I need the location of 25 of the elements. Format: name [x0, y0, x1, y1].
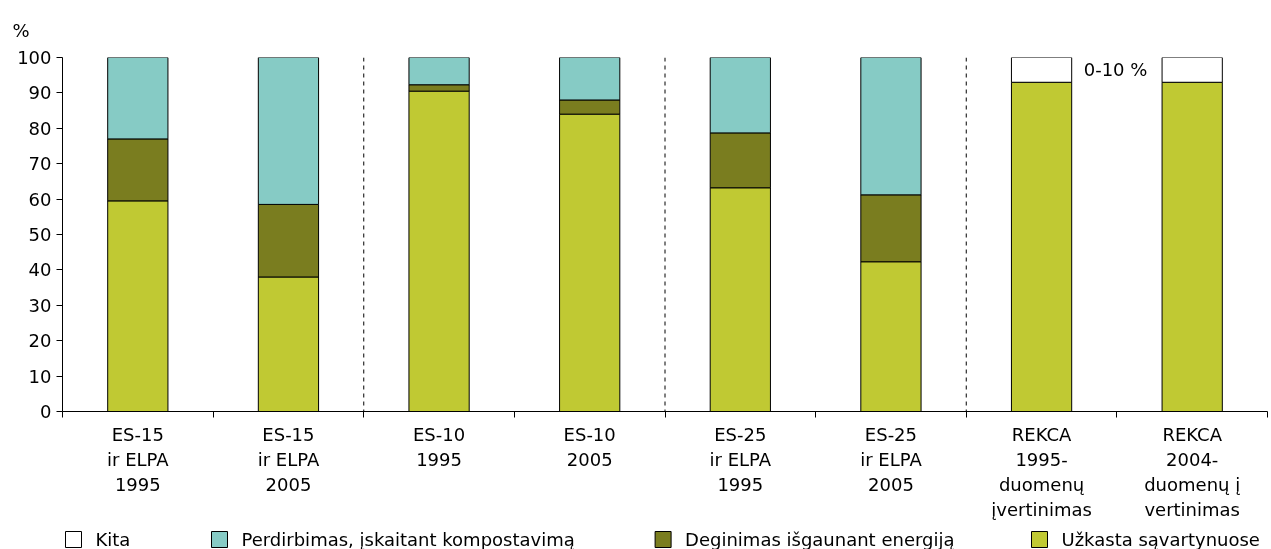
x-tick-label: ES-10 1995 — [412, 423, 466, 470]
y-tick-label: 100 — [17, 47, 52, 68]
y-tick-label: 80 — [28, 117, 52, 139]
y-tick-label: 0 — [40, 401, 52, 422]
x-tick-label: ES-15 ir ELPA 2005 — [257, 423, 320, 495]
y-tick-label: 20 — [28, 330, 52, 352]
x-tick-label: ES-25 ir ELPA 2005 — [860, 423, 923, 495]
y-tick-label: 50 — [28, 224, 52, 245]
y-axis-title: % — [12, 19, 30, 41]
y-tick-label: 90 — [28, 82, 52, 104]
legend-label: Perdirbimas, įskaitant kompostavimą — [241, 529, 575, 549]
y-tick-label: 30 — [28, 294, 52, 316]
legend-label: Kita — [95, 529, 131, 549]
annotation: 0-10 % — [1083, 59, 1148, 81]
y-tick-label: 10 — [28, 365, 52, 387]
x-tick-label: ES-10 2005 — [563, 423, 616, 470]
x-tick-label: REKCA 2004- duomenų į vertinimas — [1144, 423, 1241, 521]
x-tick-label: ES-15 ir ELPA 1995 — [107, 423, 170, 495]
legend-label: Užkasta sąvartynuose — [1061, 529, 1260, 549]
x-tick-label: ES-25 ir ELPA 1995 — [709, 423, 772, 495]
legend-label: Deginimas išgaunant energiją — [685, 529, 955, 549]
x-tick-label: REKCA 1995- duomenų įvertinimas — [991, 423, 1092, 521]
y-tick-label: 70 — [28, 153, 52, 175]
y-tick-label: 60 — [28, 188, 52, 210]
y-tick-label: 40 — [28, 259, 52, 281]
